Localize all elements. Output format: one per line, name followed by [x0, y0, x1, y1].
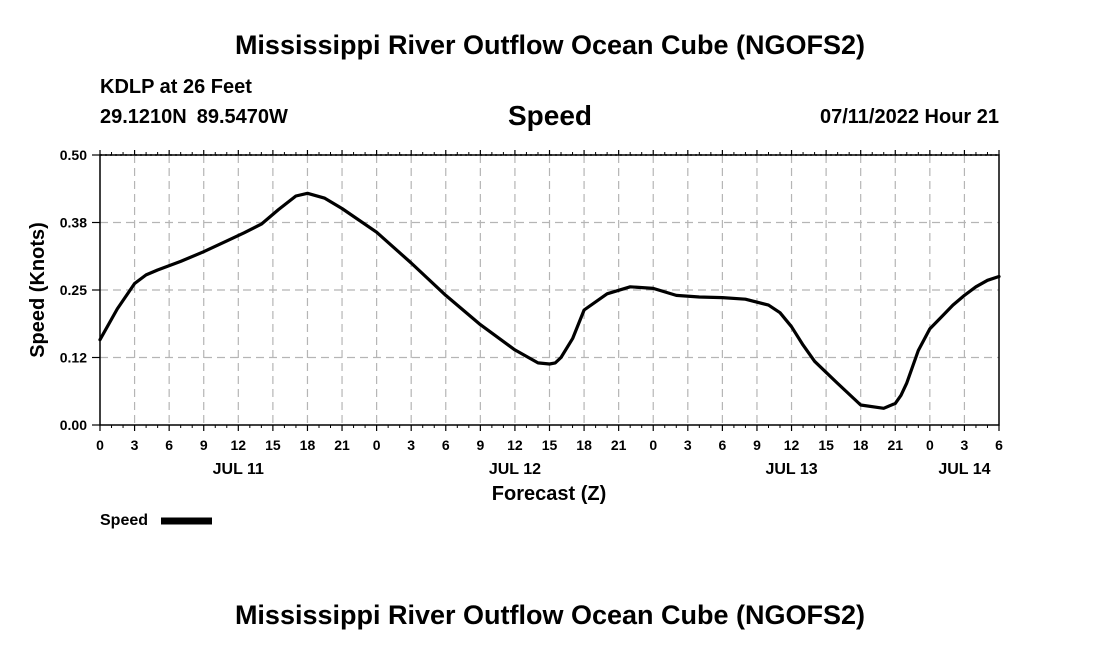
x-tick-label: 12: [231, 437, 247, 453]
x-tick-label: 12: [784, 437, 800, 453]
footer-title: Mississippi River Outflow Ocean Cube (NG…: [234, 600, 866, 630]
x-tick-label: 6: [442, 437, 450, 453]
legend-label: Speed: [100, 512, 148, 529]
x-tick-label: 3: [684, 437, 692, 453]
y-tick-label: 0.50: [60, 147, 87, 163]
x-tick-label: 0: [96, 437, 104, 453]
x-day-label: JUL 11: [213, 461, 264, 478]
x-tick-label: 18: [300, 437, 316, 453]
x-tick-label: 3: [961, 437, 969, 453]
x-tick-label: 15: [542, 437, 558, 453]
x-tick-label: 0: [926, 437, 934, 453]
labels-layer: 0 3 6 9 12 15 18 21 0 3 6 9 12 15 18 21 0 3 6 9 12 15 18 21 0 3 6 0…: [60, 147, 1003, 478]
x-tick-label: 9: [200, 437, 208, 453]
x-tick-label: 21: [334, 437, 350, 453]
x-tick-label: 18: [576, 437, 592, 453]
grid-layer: [100, 154, 999, 425]
x-tick-label: 9: [476, 437, 484, 453]
series-layer: [98, 191, 1001, 410]
station-coordinates: 29.1210N 89.5470W: [100, 106, 288, 129]
x-tick-label: 9: [753, 437, 761, 453]
x-tick-label: 21: [611, 437, 627, 453]
latitude-label: 29.1210N: [100, 106, 187, 128]
x-axis-label: Forecast (Z): [492, 483, 606, 505]
x-tick-label: 12: [507, 437, 523, 453]
x-tick-label: 6: [995, 437, 1003, 453]
plot-frame: [99, 154, 1000, 426]
y-tick-label: 0.00: [60, 417, 87, 433]
x-tick-label: 6: [165, 437, 173, 453]
y-tick-label: 0.38: [60, 215, 87, 231]
speed-series-line: [98, 191, 1001, 410]
x-tick-label: 15: [818, 437, 834, 453]
x-tick-label: 0: [373, 437, 381, 453]
station-label: KDLP at 26 Feet: [100, 76, 252, 98]
chart-main-title: Mississippi River Outflow Ocean Cube (NG…: [234, 30, 866, 60]
x-day-label: JUL 14: [938, 461, 990, 478]
y-tick-label: 0.12: [60, 350, 87, 366]
x-day-label: JUL 12: [489, 461, 541, 478]
x-tick-label: 6: [718, 437, 726, 453]
x-tick-label: 3: [131, 437, 139, 453]
y-axis-label: Speed (Knots): [27, 222, 49, 358]
forecast-datetime: 07/11/2022 Hour 21: [819, 106, 999, 128]
variable-title: Speed: [507, 100, 593, 131]
x-tick-label: 21: [887, 437, 903, 453]
y-tick-label: 0.25: [60, 282, 87, 298]
x-tick-label: 3: [407, 437, 415, 453]
longitude-label: 89.5470W: [196, 106, 288, 128]
x-day-label: JUL 13: [765, 461, 817, 478]
x-tick-label: 15: [265, 437, 281, 453]
x-tick-label: 18: [853, 437, 869, 453]
x-tick-label: 0: [649, 437, 657, 453]
